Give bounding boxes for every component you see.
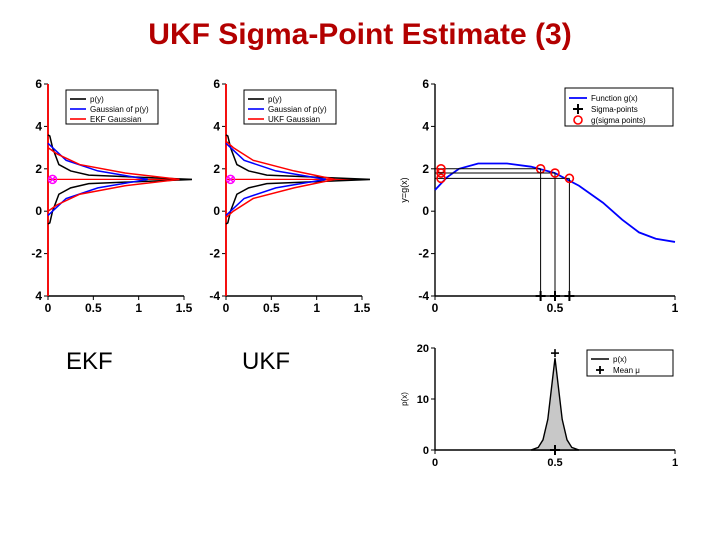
ukf-label: UKF <box>242 348 290 376</box>
svg-text:0: 0 <box>45 301 52 315</box>
function-gx-chart: -4 -2 0 2 4 6 0 0.5 1 y=g(x) Function g(x) Sigma-po… <box>395 78 685 318</box>
svg-text:p(x): p(x) <box>400 392 409 406</box>
svg-text:10: 10 <box>417 394 429 406</box>
svg-text:1.5: 1.5 <box>354 301 370 315</box>
svg-text:4: 4 <box>422 119 429 133</box>
svg-text:-2: -2 <box>209 247 220 261</box>
svg-text:2: 2 <box>35 162 42 176</box>
svg-text:2: 2 <box>422 162 429 176</box>
svg-text:0: 0 <box>422 204 429 218</box>
svg-text:0.5: 0.5 <box>263 301 280 315</box>
svg-text:0.5: 0.5 <box>85 301 102 315</box>
slide-title: UKF Sigma-Point Estimate (3) <box>0 18 720 52</box>
svg-text:0.5: 0.5 <box>547 301 564 315</box>
svg-text:1: 1 <box>313 301 320 315</box>
svg-text:4: 4 <box>35 119 42 133</box>
ekf-distribution-chart: 4 -2 0 2 4 6 0 0.5 1 1.5 p(y)Gaussian of p(y)EKF G… <box>22 78 192 318</box>
svg-text:0: 0 <box>223 301 230 315</box>
ukf-distribution-chart: -4 -2 0 2 4 6 0 0.5 1 1.5 p(y)Gaussian of p(y)UKF … <box>200 78 370 318</box>
svg-text:EKF Gaussian: EKF Gaussian <box>90 115 142 124</box>
svg-text:Function g(x): Function g(x) <box>591 94 638 103</box>
svg-text:p(x): p(x) <box>613 355 627 364</box>
svg-text:6: 6 <box>422 78 429 91</box>
svg-text:4: 4 <box>213 119 220 133</box>
svg-text:0.5: 0.5 <box>547 457 562 469</box>
svg-text:6: 6 <box>35 78 42 91</box>
svg-text:20: 20 <box>417 343 429 355</box>
svg-text:0: 0 <box>432 301 439 315</box>
svg-text:0: 0 <box>213 204 220 218</box>
svg-text:p(y): p(y) <box>268 95 282 104</box>
svg-text:1: 1 <box>672 457 678 469</box>
svg-text:Mean μ: Mean μ <box>613 366 640 375</box>
svg-text:Sigma-points: Sigma-points <box>591 105 638 114</box>
svg-text:UKF Gaussian: UKF Gaussian <box>268 115 320 124</box>
svg-text:6: 6 <box>213 78 220 91</box>
ekf-label: EKF <box>66 348 113 376</box>
svg-text:-2: -2 <box>418 247 429 261</box>
svg-text:0: 0 <box>432 457 438 469</box>
svg-text:g(sigma points): g(sigma points) <box>591 116 646 125</box>
svg-text:1: 1 <box>135 301 142 315</box>
svg-text:0: 0 <box>35 204 42 218</box>
svg-text:p(y): p(y) <box>90 95 104 104</box>
px-density-chart: 0 10 20 0 0.5 1 p(x) p(x) Mean μ <box>395 342 685 472</box>
svg-text:-2: -2 <box>31 247 42 261</box>
svg-text:Gaussian of p(y): Gaussian of p(y) <box>268 105 327 114</box>
svg-text:Gaussian of p(y): Gaussian of p(y) <box>90 105 149 114</box>
svg-text:1.5: 1.5 <box>176 301 192 315</box>
svg-text:1: 1 <box>672 301 679 315</box>
svg-text:y=g(x): y=g(x) <box>399 177 409 202</box>
svg-text:2: 2 <box>213 162 220 176</box>
svg-text:4: 4 <box>35 289 42 303</box>
svg-text:0: 0 <box>423 445 429 457</box>
svg-text:-4: -4 <box>209 289 220 303</box>
svg-text:-4: -4 <box>418 289 429 303</box>
